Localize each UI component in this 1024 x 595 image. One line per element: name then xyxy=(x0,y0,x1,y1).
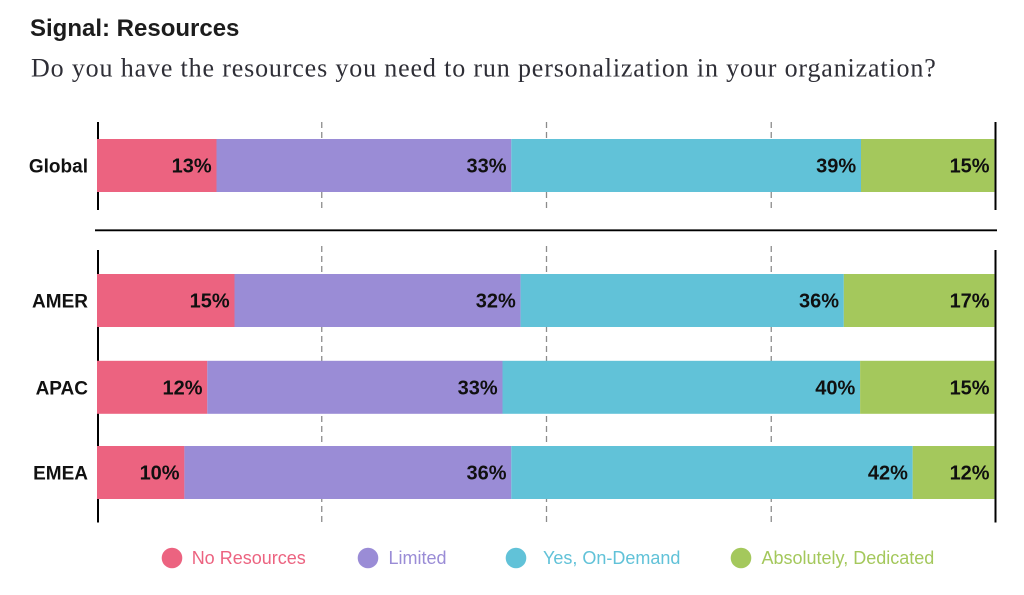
svg-text:15%: 15% xyxy=(950,377,990,399)
svg-text:AMER: AMER xyxy=(32,292,88,313)
svg-text:32%: 32% xyxy=(476,291,516,313)
svg-text:13%: 13% xyxy=(172,156,212,178)
svg-text:Signal: Resources: Signal: Resources xyxy=(30,15,239,42)
svg-text:10%: 10% xyxy=(140,463,180,485)
svg-text:Global: Global xyxy=(29,157,88,178)
svg-text:17%: 17% xyxy=(950,291,990,313)
svg-text:33%: 33% xyxy=(458,377,498,399)
svg-text:Limited: Limited xyxy=(389,548,447,568)
svg-text:Absolutely, Dedicated: Absolutely, Dedicated xyxy=(762,548,935,568)
svg-text:36%: 36% xyxy=(799,291,839,313)
svg-text:12%: 12% xyxy=(162,377,202,399)
svg-text:Yes, On-Demand: Yes, On-Demand xyxy=(543,548,680,568)
svg-text:Do you have the resources you: Do you have the resources you need to ru… xyxy=(31,54,937,83)
svg-text:APAC: APAC xyxy=(36,378,89,399)
svg-text:36%: 36% xyxy=(466,463,506,485)
svg-text:39%: 39% xyxy=(816,156,856,178)
svg-text:15%: 15% xyxy=(190,291,230,313)
svg-text:15%: 15% xyxy=(950,156,990,178)
svg-text:33%: 33% xyxy=(466,156,506,178)
svg-text:No Resources: No Resources xyxy=(192,548,306,568)
svg-text:EMEA: EMEA xyxy=(33,464,88,485)
svg-text:12%: 12% xyxy=(950,463,990,485)
svg-text:40%: 40% xyxy=(815,377,855,399)
svg-text:42%: 42% xyxy=(868,463,908,485)
